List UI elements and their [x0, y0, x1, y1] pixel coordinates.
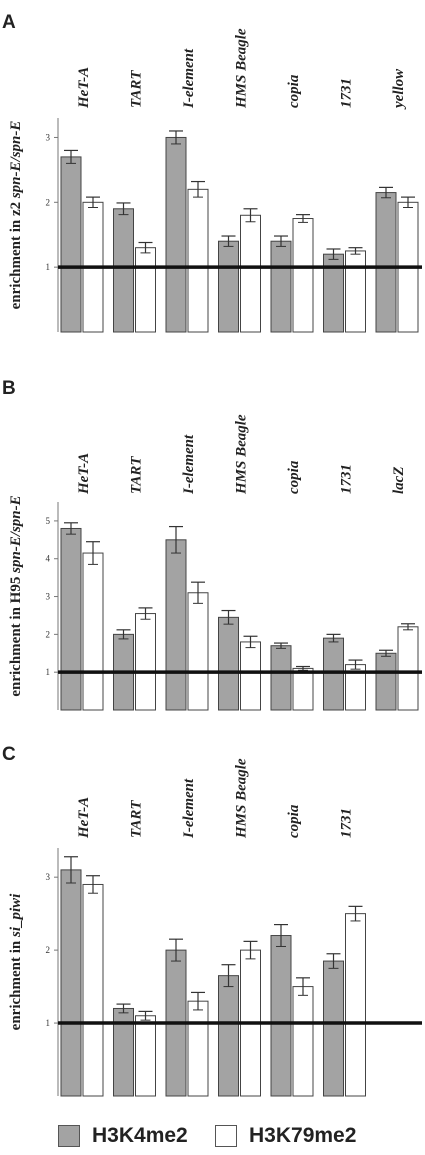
bar-h3k79me2: [345, 250, 366, 333]
category-label: 1731: [339, 808, 355, 838]
y-tick-label: 3: [46, 592, 51, 602]
y-tick-label: 1: [46, 667, 51, 677]
bar-h3k79me2: [292, 986, 314, 1097]
legend: H3K4me2 H3K79me2: [0, 1118, 425, 1150]
y-tick-label: 2: [46, 629, 51, 639]
y-tick-label: 5: [46, 516, 51, 526]
category-label: HeT-A: [76, 67, 92, 109]
y-tick-label: 2: [46, 197, 51, 207]
category-label: TART: [129, 800, 145, 838]
category-label: I-element: [181, 48, 197, 109]
bar-h3k4me2: [323, 637, 344, 711]
y-axis-label: enrichment in H95 spn-E/spn-E: [8, 495, 24, 696]
bar-h3k4me2: [218, 616, 239, 711]
bar-h3k4me2: [60, 869, 82, 1097]
bar-h3k4me2: [375, 652, 397, 711]
bar-h3k79me2: [240, 214, 261, 333]
y-axis-label: enrichment in z2 spn-E/spn-E: [8, 121, 24, 310]
y-tick-label: 2: [46, 945, 51, 955]
bar-h3k4me2: [165, 539, 187, 711]
bar-h3k4me2: [113, 208, 134, 333]
category-label: yellow: [391, 68, 407, 110]
bar-h3k79me2: [82, 552, 104, 711]
bar-h3k4me2: [218, 975, 239, 1097]
legend-label-h3k4me2: H3K4me2: [92, 1124, 188, 1147]
bar-h3k4me2: [60, 156, 82, 333]
bar-h3k79me2: [187, 592, 209, 711]
bar-h3k4me2: [270, 240, 292, 333]
panel-label-C: C: [2, 744, 16, 765]
category-label: HMS Beagle: [234, 28, 250, 109]
bar-h3k79me2: [82, 883, 104, 1097]
y-tick-label: 3: [46, 132, 51, 142]
bar-h3k4me2: [165, 136, 187, 333]
y-tick-label: 3: [46, 872, 51, 882]
category-label: copia: [286, 74, 302, 108]
category-label: TART: [129, 456, 145, 494]
legend-item-h3k4me2: H3K4me2: [58, 1124, 188, 1148]
bar-h3k4me2: [270, 645, 292, 711]
panel-label-B: B: [2, 378, 16, 399]
category-label: HeT-A: [76, 797, 92, 839]
bar-h3k79me2: [135, 1015, 156, 1097]
y-tick-label: 1: [46, 1018, 51, 1028]
legend-swatch-h3k79me2: [215, 1125, 237, 1147]
y-tick-label: 4: [46, 554, 51, 564]
category-label: 1731: [339, 78, 355, 108]
legend-label-h3k79me2: H3K79me2: [249, 1124, 357, 1147]
category-label: I-element: [181, 434, 197, 495]
bar-h3k79me2: [292, 667, 314, 711]
bar-h3k79me2: [135, 247, 156, 333]
category-label: copia: [286, 460, 302, 494]
category-label: copia: [286, 804, 302, 838]
bar-h3k79me2: [345, 913, 366, 1097]
category-label: I-element: [181, 778, 197, 839]
bar-h3k4me2: [375, 192, 397, 333]
category-label: lacZ: [391, 467, 407, 495]
bar-h3k4me2: [218, 240, 239, 333]
y-tick-label: 1: [46, 262, 51, 272]
bar-h3k4me2: [270, 935, 292, 1097]
legend-swatch-h3k4me2: [58, 1125, 80, 1147]
panel-label-A: A: [2, 12, 16, 33]
bar-h3k79me2: [292, 218, 314, 333]
bar-h3k4me2: [323, 960, 344, 1097]
bar-h3k4me2: [60, 527, 82, 711]
bar-h3k79me2: [240, 641, 261, 711]
category-label: HMS Beagle: [234, 414, 250, 495]
category-label: 1731: [339, 464, 355, 494]
category-label: HMS Beagle: [234, 758, 250, 839]
bar-h3k79me2: [187, 1000, 209, 1097]
legend-item-h3k79me2: H3K79me2: [215, 1124, 356, 1148]
bar-h3k79me2: [187, 188, 209, 333]
category-label: TART: [129, 70, 145, 108]
category-label: HeT-A: [76, 453, 92, 495]
bar-h3k79me2: [135, 613, 156, 711]
y-axis-label: enrichment in si_piwi: [8, 893, 24, 1031]
bar-h3k79me2: [397, 626, 419, 711]
